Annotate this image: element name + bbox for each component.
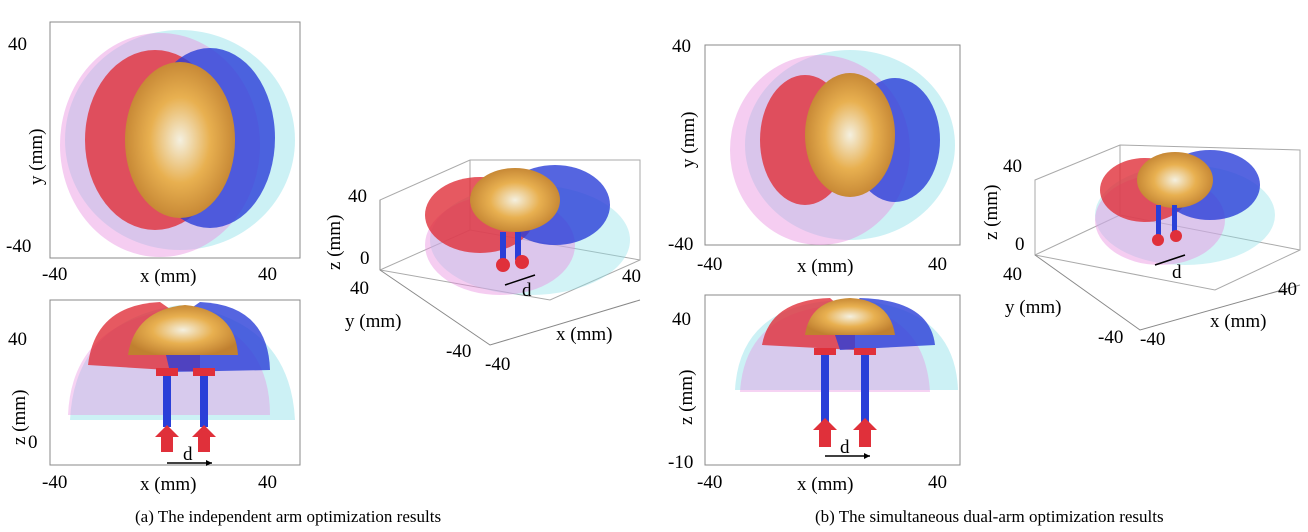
ytick: 40 — [350, 278, 369, 299]
panel-b-3d-plot: d 40 0 z (mm) 40 -40 y (mm) -40 40 x (mm… — [981, 144, 1301, 350]
ytick: -40 — [668, 234, 693, 255]
ylabel: y (mm) — [1005, 297, 1061, 318]
xtick: -40 — [485, 354, 510, 375]
ytick: -40 — [446, 341, 471, 362]
caption-b: (b) The simultaneous dual-arm optimizati… — [815, 507, 1164, 526]
xlabel: x (mm) — [140, 474, 196, 495]
caption-a: (a) The independent arm optimization res… — [135, 507, 442, 526]
panel-a-xy-plot: 40 -40 -40 40 x (mm) y (mm) — [6, 21, 301, 287]
ytick: -10 — [668, 452, 693, 473]
xtick: -40 — [42, 264, 67, 285]
ylabel: y (mm) — [678, 112, 699, 168]
zlabel: z (mm) — [981, 185, 1002, 240]
xtick: 40 — [258, 472, 277, 493]
xtick: -40 — [697, 472, 722, 493]
panel-a-xz-plot: d 40 0 -40 40 x (mm) z (mm) — [8, 299, 301, 495]
ytick: 40 — [1003, 264, 1022, 285]
overlap-workspace — [128, 305, 238, 355]
overlap-workspace — [125, 62, 235, 218]
axes-box — [704, 44, 961, 246]
xlabel: x (mm) — [556, 324, 612, 345]
ytick: 0 — [28, 432, 38, 453]
ytick: -40 — [6, 236, 31, 257]
axes-box — [704, 294, 961, 466]
d-label: d — [183, 444, 193, 465]
ytick: 40 — [8, 329, 27, 350]
xlabel: x (mm) — [797, 474, 853, 495]
ztick: 0 — [1015, 234, 1025, 255]
ylabel: y (mm) — [345, 311, 401, 332]
ytick: 40 — [8, 34, 27, 55]
xlabel: x (mm) — [1210, 311, 1266, 332]
ylabel: z (mm) — [9, 390, 30, 445]
xtick: -40 — [1140, 329, 1165, 350]
panel-a-3d-plot: d 40 0 z (mm) 40 -40 y (mm) -40 40 x (mm… — [324, 159, 641, 375]
ztick: 40 — [348, 186, 367, 207]
axes-box — [49, 299, 301, 466]
ylabel: z (mm) — [676, 370, 697, 425]
panel-b-xy-plot: 40 -40 -40 40 x (mm) y (mm) — [668, 36, 961, 277]
ytick: -40 — [1098, 327, 1123, 348]
d-label: d — [522, 280, 532, 301]
axes-box — [49, 21, 301, 259]
xtick: -40 — [42, 472, 67, 493]
d-label: d — [840, 437, 850, 458]
xtick: 40 — [928, 254, 947, 275]
xtick: -40 — [697, 254, 722, 275]
zlabel: z (mm) — [324, 215, 345, 270]
ytick: 40 — [672, 309, 691, 330]
xtick: 40 — [928, 472, 947, 493]
ztick: 40 — [1003, 156, 1022, 177]
xtick: 40 — [622, 266, 641, 287]
panel-b-xz-plot: d 40 -10 -40 40 x (mm) z (mm) — [668, 294, 961, 495]
xlabel: x (mm) — [140, 266, 196, 287]
ylabel: y (mm) — [26, 129, 47, 185]
arms — [155, 368, 216, 452]
ztick: 0 — [360, 248, 370, 269]
xtick: 40 — [258, 264, 277, 285]
xlabel: x (mm) — [797, 256, 853, 277]
ytick: 40 — [672, 36, 691, 57]
d-label: d — [1172, 262, 1182, 283]
xtick: 40 — [1278, 279, 1297, 300]
